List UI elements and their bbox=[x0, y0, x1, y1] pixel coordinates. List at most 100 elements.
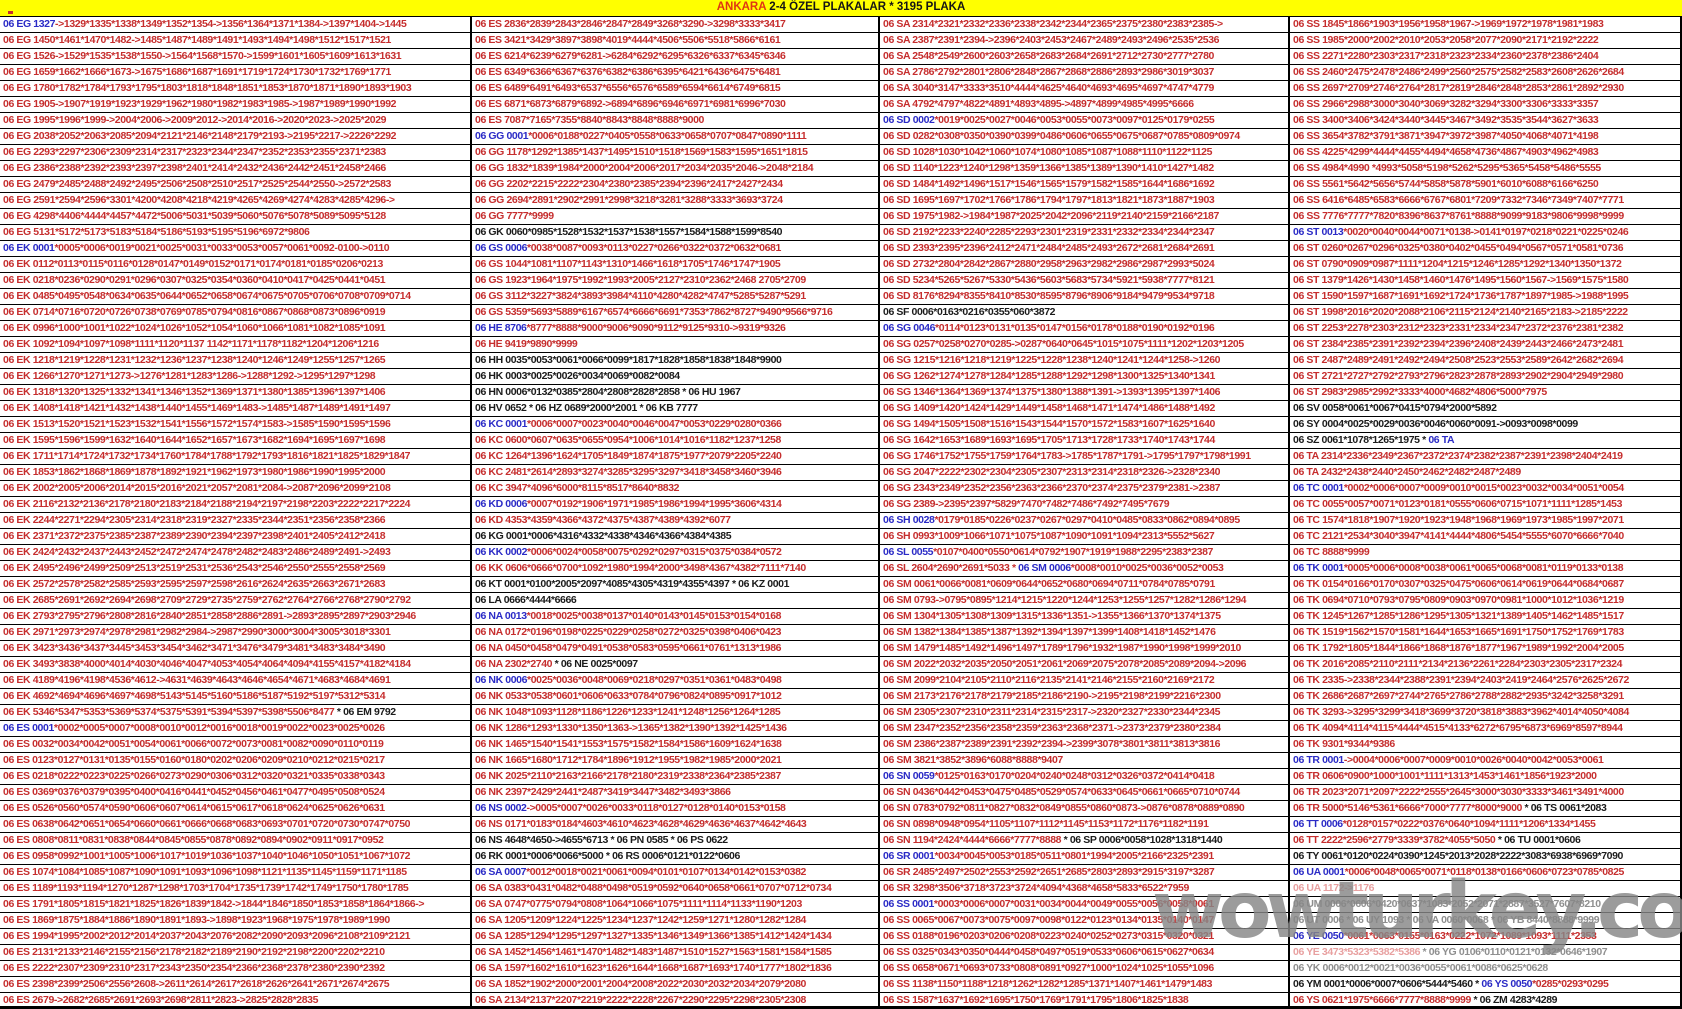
plate-row: 06 EK 2371*2372*2375*2385*2387*2389*2390… bbox=[0, 529, 470, 545]
plate-text: *0005*0006*0019*0021*0025*0031*0033*0053… bbox=[54, 242, 390, 254]
plate-text: 06 SL 2604*2690*2691*5033 * bbox=[883, 562, 1019, 574]
plate-row: 06 TK 1245*1267*1285*1286*1295*1305*1321… bbox=[1290, 609, 1680, 625]
plate-row: 06 SH 0028*0179*0185*0226*0237*0267*0297… bbox=[880, 513, 1288, 529]
plate-row: 06 TR 0606*0900*1000*1001*1111*1313*1453… bbox=[1290, 769, 1680, 785]
plate-text: 06 SS 1138*1150*1188*1218*1262*1282*1285… bbox=[883, 978, 1213, 990]
plate-row: 06 ES 0526*0560*0574*0590*0606*0607*0614… bbox=[0, 801, 470, 817]
plate-text: *0006*0188*0227*0405*0558*0633*0658*0707… bbox=[528, 130, 807, 142]
plate-row: 06 SD 2192*2233*2240*2285*2293*2301*2319… bbox=[880, 225, 1288, 241]
plate-text: 06 ST 2721*2727*2792*2793*2796*2823*2878… bbox=[1293, 370, 1624, 382]
plate-text: *0018*0025*0038*0137*0140*0143*0145*0153… bbox=[526, 610, 782, 622]
plate-row: 06 EK 0996*1000*1001*1022*1024*1026*1052… bbox=[0, 321, 470, 337]
plate-text: *0125*0163*0170*0204*0240*0248*0312*0326… bbox=[934, 770, 1215, 782]
plate-row: 06 NS 4648*4650->4655*6713 * 06 PN 0585 … bbox=[472, 833, 878, 849]
plate-text: *0019*0025*0027*0046*0053*0055*0073*0097… bbox=[934, 114, 1215, 126]
plate-row: 06 SS 6416*6485*6583*6666*6767*6801*7209… bbox=[1290, 193, 1680, 209]
plate-row: 06 NA 0013*0018*0025*0038*0137*0140*0143… bbox=[472, 609, 878, 625]
plate-row: 06 SD 2393*2395*2396*2412*2471*2484*2485… bbox=[880, 241, 1288, 257]
plate-text: 06 SG 1642*1653*1689*1693*1695*1705*1713… bbox=[883, 434, 1215, 446]
plate-row: 06 ES 2836*2839*2843*2846*2847*2849*3268… bbox=[472, 17, 878, 33]
plate-text: 06 SD 1028*1030*1042*1060*1074*1080*1085… bbox=[883, 146, 1213, 158]
plate-row: 06 EK 2793*2795*2796*2808*2816*2840*2851… bbox=[0, 609, 470, 625]
plate-row: 06 TK 0694*0710*0793*0795*0809*0903*0970… bbox=[1290, 593, 1680, 609]
plate-text: 06 KC 1264*1396*1624*1705*1849*1874*1875… bbox=[475, 450, 782, 462]
plate-row: 06 SS 4225*4299*4444*4455*4494*4658*4736… bbox=[1290, 145, 1680, 161]
plate-text: 06 SM 1304*1305*1308*1309*1315*1336*1351… bbox=[883, 610, 1221, 622]
plate-text: *0107*0400*0550*0614*0792*1907*1919*1988… bbox=[933, 546, 1214, 558]
plate-text: *0061*0063*0155*0163*0222*1072*1089*1093… bbox=[1343, 930, 1597, 942]
plate-row: 06 GS 5359*5693*5889*6167*6574*6666*6691… bbox=[472, 305, 878, 321]
plate-row: 06 KC 2481*2614*2893*3274*3285*3295*3297… bbox=[472, 465, 878, 481]
plate-text: 06 NS 4648*4650->4655*6713 * 06 PN 0585 … bbox=[475, 834, 728, 846]
plate-text: 06 SS 6416*6485*6583*6666*6767*6801*7209… bbox=[1293, 194, 1624, 206]
plate-text: 06 EK 1408*1418*1421*1432*1438*1440*1455… bbox=[3, 402, 391, 414]
plate-row: 06 NK 0533*0538*0601*0606*0633*0784*0796… bbox=[472, 689, 878, 705]
plate-column-1: 06 EG 1327->1329*1335*1338*1349*1352*135… bbox=[0, 17, 472, 1006]
plate-row: 06 SA 0383*0431*0482*0488*0498*0519*0592… bbox=[472, 881, 878, 897]
plate-row: 06 SA 0007*0012*0018*0021*0061*0094*0101… bbox=[472, 865, 878, 881]
plate-row: 06 SM 2022*2032*2035*2050*2051*2061*2069… bbox=[880, 657, 1288, 673]
plate-text: 06 GG 1832*1839*1984*2000*2004*2006*2017… bbox=[475, 162, 814, 174]
plate-text: 06 SD 2732*2804*2842*2867*2880*2958*2963… bbox=[883, 258, 1215, 270]
plate-text: 06 SD 1140*1223*1240*1298*1359*1366*1385… bbox=[883, 162, 1214, 174]
plate-text: 06 SA 0383*0431*0482*0488*0498*0519*0592… bbox=[475, 882, 832, 894]
plate-text: 06 SA 2134*2137*2207*2219*2222*2228*2267… bbox=[475, 994, 806, 1006]
plate-text: 06 UA 1172->1176 bbox=[1293, 882, 1375, 894]
plate-row: 06 EK 0485*0495*0548*0634*0635*0644*0652… bbox=[0, 289, 470, 305]
title-city: ANKARA bbox=[716, 1, 767, 13]
plate-text: 06 NK 0533*0538*0601*0606*0633*0784*0796… bbox=[475, 690, 782, 702]
plate-text: 06 TC 0001 bbox=[1293, 482, 1344, 494]
plate-text: 06 ST 1379*1426*1430*1458*1460*1476*1495… bbox=[1293, 274, 1629, 286]
plate-row: 06 SS 1845*1866*1903*1956*1958*1967->196… bbox=[1290, 17, 1680, 33]
plate-row: 06 TC 0055*0057*0071*0123*0181*0555*0606… bbox=[1290, 497, 1680, 513]
plate-text: 06 SA 1852*1902*2000*2001*2004*2008*2022… bbox=[475, 978, 806, 990]
plate-text: 06 ST 1998*2016*2020*2088*2106*2115*2124… bbox=[1293, 306, 1628, 318]
plate-row: 06 GK 0060*0985*1528*1532*1537*1538*1557… bbox=[472, 225, 878, 241]
plate-row: 06 ES 6349*6366*6367*6376*6382*6386*6395… bbox=[472, 65, 878, 81]
plate-text: 06 ES 1994*1995*2002*2012*2014*2037*2043… bbox=[3, 930, 411, 942]
plate-row: 06 ES 1869*1875*1884*1886*1890*1891*1893… bbox=[0, 913, 470, 929]
plate-row: 06 EK 1266*1270*1271*1273->1276*1281*128… bbox=[0, 369, 470, 385]
plate-row: 06 EK 0714*0716*0720*0726*0738*0769*0785… bbox=[0, 305, 470, 321]
plate-text: 06 SG 2343*2349*2352*2356*2363*2366*2370… bbox=[883, 482, 1221, 494]
plate-text: 06 EG 1450*1461*1470*1482->1485*1487*148… bbox=[3, 34, 391, 46]
plate-row: 06 SR 2485*2497*2502*2553*2592*2651*2685… bbox=[880, 865, 1288, 881]
plate-row: 06 NK 1048*1093*1128*1186*1226*1233*1241… bbox=[472, 705, 878, 721]
plate-text: 06 ES 3421*3429*3897*3898*4019*4444*4506… bbox=[475, 34, 781, 46]
plate-row: 06 TA 2432*2438*2440*2450*2462*2482*2487… bbox=[1290, 465, 1680, 481]
plate-text: 06 EK 0996*1000*1001*1022*1024*1026*1052… bbox=[3, 322, 386, 334]
plate-row: 06 SL 2604*2690*2691*5033 * 06 SM 0006*0… bbox=[880, 561, 1288, 577]
plate-text: 06 ST 0013 bbox=[1293, 226, 1344, 238]
plate-text: 06 TK 2016*2085*2110*2111*2134*2136*2261… bbox=[1293, 658, 1623, 670]
plate-text: 06 SS 0001 bbox=[883, 898, 934, 910]
plate-text: 06 EG 4298*4406*4444*4457*4472*5006*5031… bbox=[3, 210, 386, 222]
plate-text: 06 SS 3654*3782*3791*3871*3947*3972*3987… bbox=[1293, 130, 1599, 142]
plate-text: 06 SG 1409*1420*1424*1429*1449*1458*1468… bbox=[883, 402, 1215, 414]
plate-text: 06 SS 1985*2000*2002*2010*2053*2058*2077… bbox=[1293, 34, 1599, 46]
plate-row: 06 EK 1513*1520*1521*1523*1532*1541*1556… bbox=[0, 417, 470, 433]
plate-row: 06 SS 4984*4990 *4993*5058*5198*5262*529… bbox=[1290, 161, 1680, 177]
plate-row: 06 TC 8888*9999 bbox=[1290, 545, 1680, 561]
plate-row: 06 KC 1264*1396*1624*1705*1849*1874*1875… bbox=[472, 449, 878, 465]
plate-text: 06 ST 2983*2985*2992*3333*4000*4682*4806… bbox=[1293, 386, 1547, 398]
plate-text: 06 NA 0172*0196*0198*0225*0229*0258*0272… bbox=[475, 626, 782, 638]
plate-row: 06 SS 0065*0067*0073*0075*0097*0098*0122… bbox=[880, 913, 1288, 929]
plate-text: 06 ES 0218*0222*0223*0225*0266*0273*0290… bbox=[3, 770, 385, 782]
plate-row: 06 YS 0621*1975*6666*7777*8888*9999 * 06… bbox=[1290, 993, 1680, 1006]
plate-text: 06 TK 9301*9344*9386 bbox=[1293, 738, 1395, 750]
plate-text: 06 TK 2686*2687*2697*2744*2765*2786*2788… bbox=[1293, 690, 1624, 702]
plate-row: 06 SD 8176*8294*8355*8410*8530*8595*8796… bbox=[880, 289, 1288, 305]
plate-row: 06 SS 3400*3406*3424*3440*3445*3467*3492… bbox=[1290, 113, 1680, 129]
plate-row: 06 SM 2305*2307*2310*2311*2314*2315*2317… bbox=[880, 705, 1288, 721]
plate-text: 06 TR 2023*2071*2097*2222*2555*2645*3000… bbox=[1293, 786, 1624, 798]
plate-row: 06 HK 0003*0025*0026*0034*0069*0082*0084 bbox=[472, 369, 878, 385]
plate-text: 06 SS 0188*0196*0203*0206*0208*0223*0240… bbox=[883, 930, 1214, 942]
plate-text: 06 SM 2305*2307*2310*2311*2314*2315*2317… bbox=[883, 706, 1221, 718]
plate-text: 06 ES 6349*6366*6367*6376*6382*6386*6395… bbox=[475, 66, 781, 78]
red-tick bbox=[8, 11, 13, 14]
plate-text: 06 EG 1659*1662*1666*1673->1675*1686*168… bbox=[3, 66, 391, 78]
plate-text: 06 UM 0006*0606*0420*0637*1083*2052*2071… bbox=[1293, 898, 1601, 910]
plate-text: 06 ES 6214*6239*6279*6281->6284*6292*629… bbox=[475, 50, 786, 62]
plate-text: 06 SG 2047*2222*2302*2304*2305*2307*2313… bbox=[883, 466, 1221, 478]
plate-text: 06 SG 1215*1216*1218*1219*1225*1228*1238… bbox=[883, 354, 1221, 366]
